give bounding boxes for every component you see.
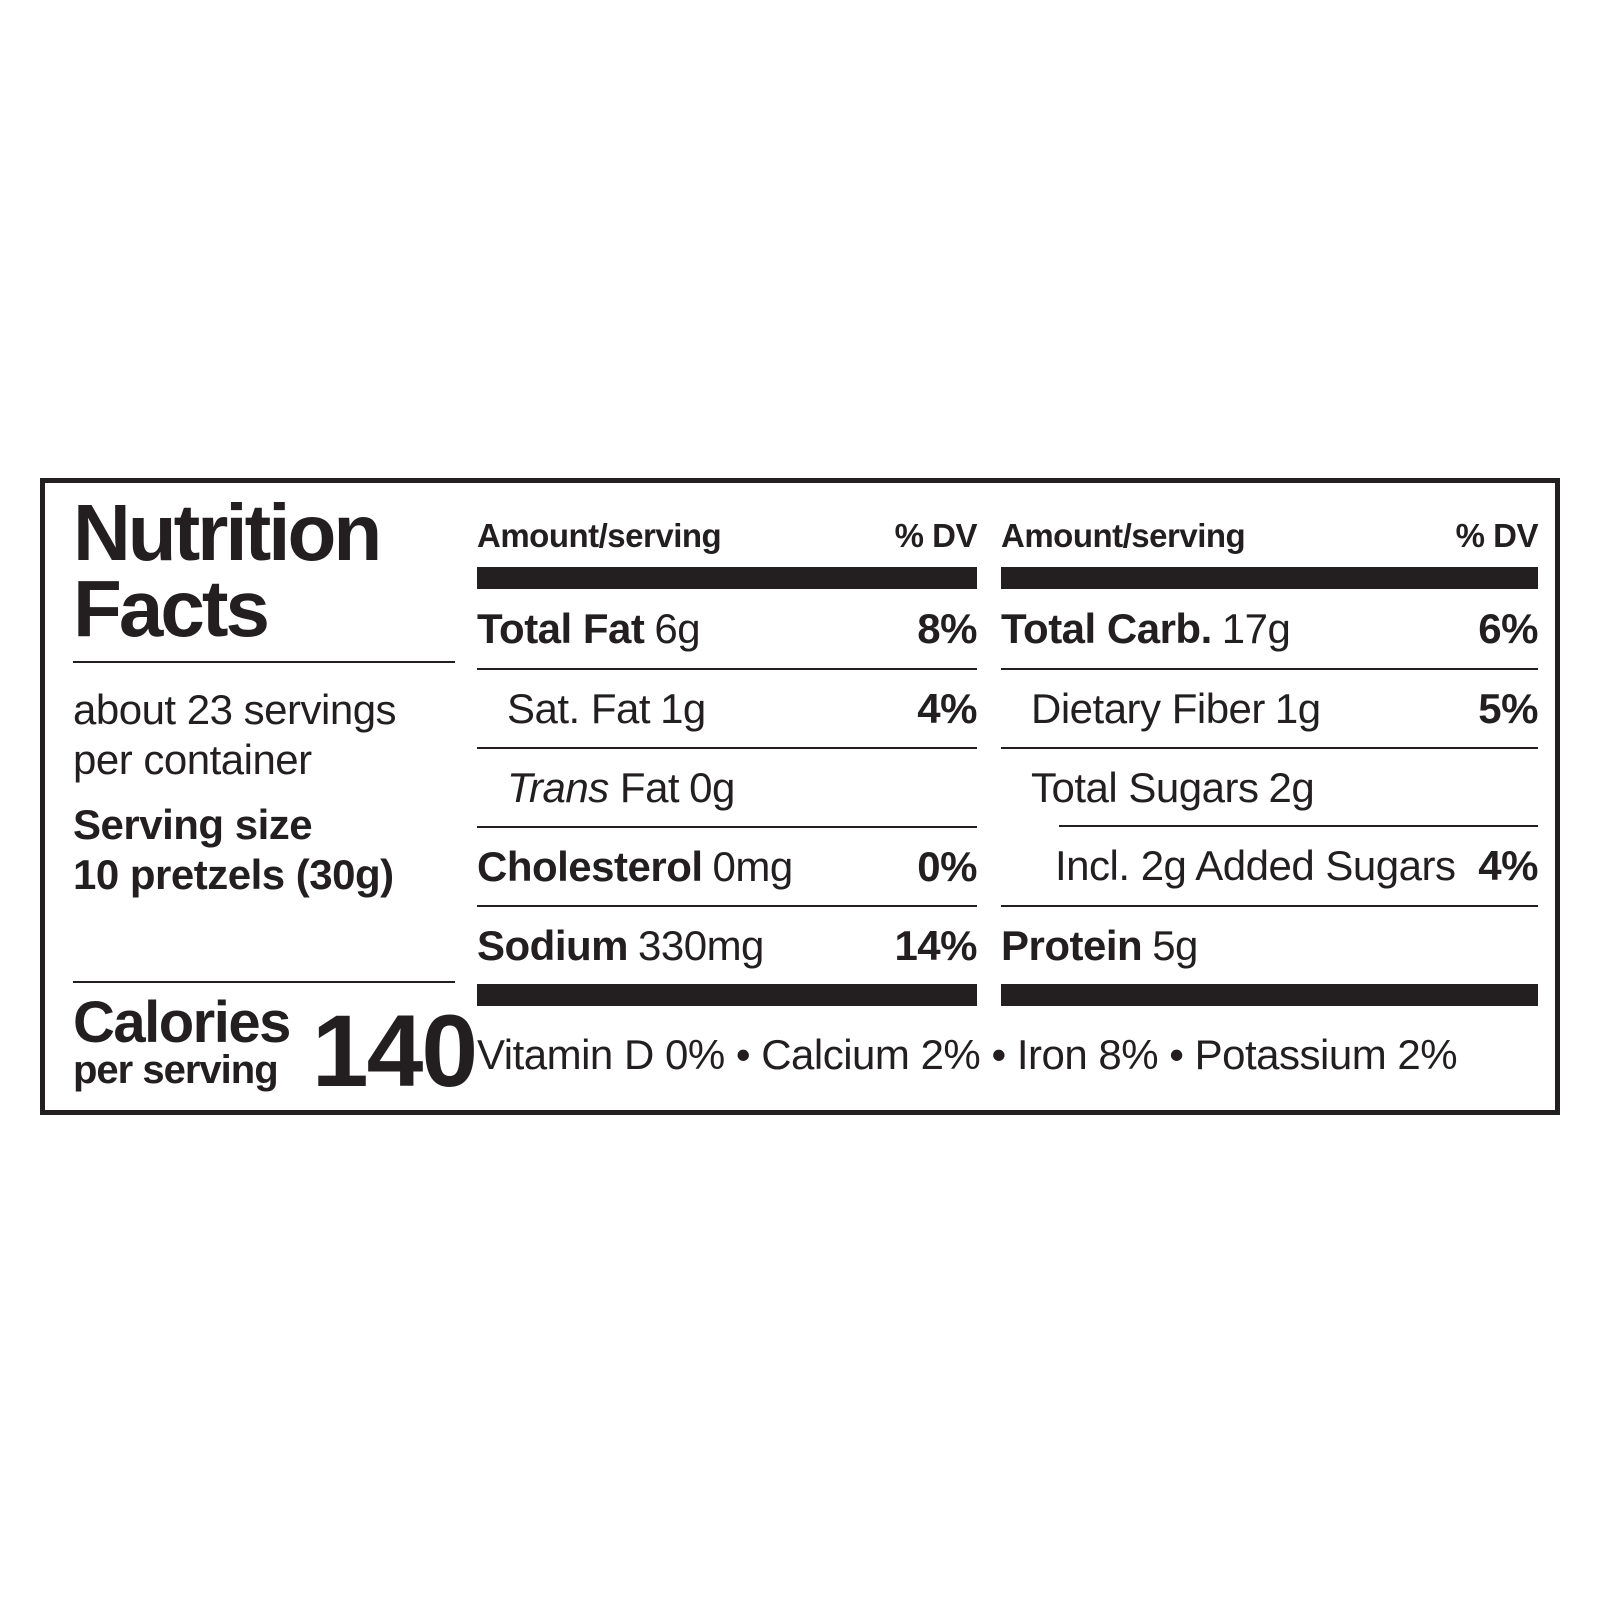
servings-per-container: about 23 servings per container [73,686,397,783]
nutrient-dv: 4% [917,684,977,732]
nutrient-row-added-sugars: Incl. 2g Added Sugars 4% [1001,825,1538,905]
thick-divider-bar [477,984,977,1006]
nutrient-name: Total Sugars [1031,763,1259,811]
nutrient-column-fat-sodium: Amount/serving % DV Total Fat 6g 8% Sat. … [477,483,978,1006]
nutrient-name: Fat [619,763,680,811]
nutrient-row-protein: Protein 5g [1001,905,1538,984]
nutrient-row-total-sugars: Total Sugars 2g [1001,747,1538,826]
nutrient-name: Sat. Fat [507,684,651,732]
thick-divider-bar [477,567,977,589]
nutrient-amount: 6g [654,604,701,652]
amount-per-serving-header: Amount/serving [1001,517,1246,554]
serving-size-block: Serving size 10 pretzels (30g) [73,800,455,899]
nutrient-row-total-carb: Total Carb. 17g 6% [1001,589,1538,668]
calories-labels: Calories per serving [73,989,291,1094]
serving-size-label: Serving size [73,801,313,849]
nutrient-amount: 0mg [712,842,794,890]
divider [73,661,455,663]
percent-dv-header: % DV [1455,517,1539,554]
calories-block: Calories per serving 140 [73,989,478,1102]
column-header: Amount/serving % DV [1001,483,1539,567]
calories-label: Calories [73,989,291,1055]
nutrient-name: Total Fat [477,604,645,652]
percent-dv-header: % DV [894,517,978,554]
nutrient-amount: 5g [1152,921,1198,969]
nutrient-amount: 2g [1268,763,1315,811]
label-main-area: Amount/serving % DV Total Fat 6g 8% Sat. … [477,483,1539,1110]
thick-divider-bar [1001,567,1538,589]
nutrient-row-dietary-fiber: Dietary Fiber 1g 5% [1001,668,1538,747]
nutrient-row-cholesterol: Cholesterol 0mg 0% [477,826,977,905]
nutrient-column-carb-protein: Amount/serving % DV Total Carb. 17g 6% Di… [1001,483,1539,1006]
calories-value: 140 [311,994,478,1109]
nutrient-dv: 5% [1478,684,1538,732]
nutrient-columns: Amount/serving % DV Total Fat 6g 8% Sat. … [477,483,1539,1006]
nutrient-name: Sodium [477,921,629,969]
column-header: Amount/serving % DV [477,483,978,567]
divider [73,980,455,983]
nutrient-amount: 17g [1221,604,1291,652]
nutrition-facts-title: Nutrition Facts [73,488,382,653]
nutrient-name: Dietary Fiber [1031,684,1265,732]
nutrient-amount: 1g [660,684,706,732]
nutrient-name: Protein [1001,921,1143,969]
serving-size-value: 10 pretzels (30g) [73,850,394,898]
amount-per-serving-header: Amount/serving [477,517,722,554]
nutrient-name-italic: Trans [507,763,609,811]
nutrient-amount: 1g [1274,684,1321,732]
nutrient-amount: 0g [689,763,735,811]
thick-divider-bar [1001,984,1538,1006]
nutrient-name: Incl. 2g Added Sugars [1055,841,1456,889]
nutrient-dv: 6% [1478,604,1538,652]
nutrient-row-sodium: Sodium 330mg 14% [477,905,977,984]
nutrient-dv: 14% [894,921,977,969]
micronutrients-footer: Vitamin D 0% • Calcium 2% • Iron 8% • Po… [477,1031,1458,1078]
nutrient-dv: 4% [1478,841,1538,889]
nutrient-name: Total Carb. [1001,604,1212,652]
nutrient-dv: 8% [917,604,977,652]
nutrient-row-trans-fat: Trans Fat 0g [477,747,977,826]
label-left-column: Nutrition Facts about 23 servings per co… [73,483,478,1110]
nutrient-dv: 0% [917,842,977,890]
nutrient-amount: 330mg [638,921,764,969]
nutrient-row-total-fat: Total Fat 6g 8% [477,589,977,668]
calories-sublabel: per serving [73,1048,279,1092]
nutrient-row-sat-fat: Sat. Fat 1g 4% [477,668,977,747]
nutrition-facts-panel: Nutrition Facts about 23 servings per co… [40,478,1560,1115]
nutrient-name: Cholesterol [477,842,703,890]
